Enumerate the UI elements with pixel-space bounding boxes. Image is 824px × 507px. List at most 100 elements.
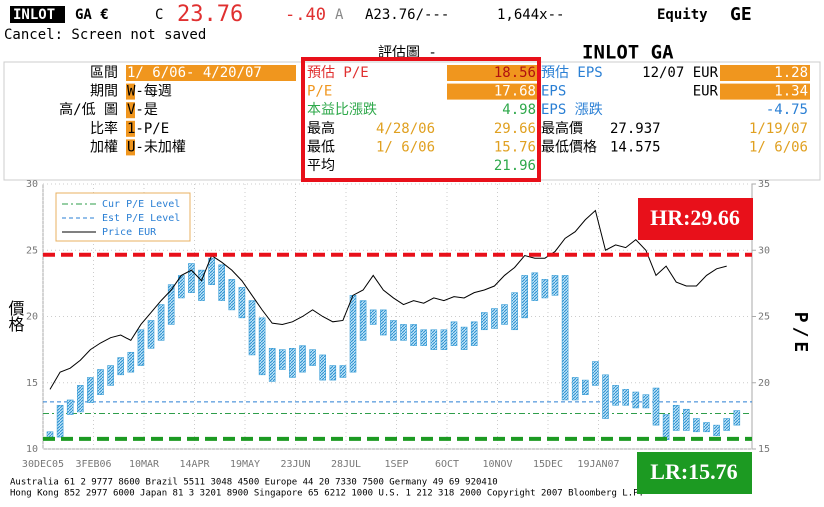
x-tick-label: 28JUL: [331, 459, 361, 470]
eps-label: 預估 EPS: [541, 65, 603, 81]
value-box: [447, 65, 537, 81]
range-bar: [470, 321, 478, 346]
setting-key: [126, 120, 135, 137]
range-bar: [117, 357, 124, 376]
pe-value: 21.96: [494, 158, 536, 174]
range-bar: [319, 354, 327, 381]
market: Equity: [657, 7, 708, 23]
exchange: GA €: [75, 7, 109, 23]
eps-date: 1/ 6/06: [749, 139, 808, 155]
range-bar: [400, 324, 407, 341]
range-bar: [167, 284, 175, 325]
range-bar: [107, 365, 114, 386]
range-bar: [147, 320, 155, 349]
x-tick-label: 1SEP: [384, 459, 408, 470]
y2-tick-label: 15: [758, 444, 770, 455]
range-bar: [77, 385, 84, 413]
range-bar: [541, 279, 549, 299]
setting-value: U-未加權: [127, 139, 186, 155]
range-bar: [379, 309, 387, 336]
setting-value: 1/ 6/06- 4/20/07: [127, 65, 262, 81]
status: Cancel: Screen not saved: [4, 27, 206, 43]
annotation-box: [637, 452, 752, 494]
value-box: [447, 83, 537, 100]
setting-key: [126, 83, 135, 100]
panel: [3, 61, 821, 181]
range-bar: [531, 272, 539, 301]
x-tick-label: 15DEC: [533, 459, 563, 470]
setting-label: 期間: [90, 84, 118, 100]
footer-line: Hong Kong 852 2977 6000 Japan 81 3 3201 …: [10, 489, 644, 499]
range-bar: [693, 418, 700, 433]
bid-ask: A23.76/---: [365, 7, 449, 23]
footer-line: Australia 61 2 9777 8600 Brazil 5511 304…: [10, 478, 498, 488]
setting-value: W-每週: [127, 84, 172, 100]
pe-label: 最高: [307, 120, 335, 137]
pe-value: 18.56: [494, 65, 536, 81]
value-box: [720, 83, 810, 100]
range-bar: [369, 309, 377, 325]
pe-label: 最低: [307, 139, 335, 155]
range-bar: [289, 347, 296, 378]
range-bar: [299, 345, 306, 373]
pe-value: 4.98: [502, 102, 536, 118]
c-flag: C: [155, 7, 163, 23]
range-bar: [127, 351, 135, 373]
range-bar: [66, 399, 74, 415]
eps-date: 1/19/07: [749, 121, 808, 137]
y-tick-label: 20: [26, 312, 38, 323]
a-flag: A: [335, 7, 344, 23]
eps-label: EPS 漲跌: [541, 102, 603, 118]
x-tick-label: 19MAY: [230, 459, 260, 470]
setting-label: 比率: [90, 120, 118, 137]
range-bar: [218, 264, 225, 301]
y-tick-label: 30: [26, 179, 38, 190]
y2-axis-label: P/E: [790, 312, 811, 357]
eps-period: EUR: [693, 84, 719, 100]
price: 23.76: [177, 2, 243, 27]
range-bar: [359, 300, 367, 341]
range-bar: [652, 387, 660, 426]
range-bar: [622, 389, 630, 406]
range-bar: [511, 292, 518, 331]
range-bar: [188, 263, 195, 293]
range-bar: [97, 369, 104, 395]
range-bar: [56, 404, 64, 438]
function: GE: [730, 4, 752, 25]
range-bar: [198, 269, 205, 301]
y-tick-label: 10: [26, 444, 38, 455]
range-bar: [258, 317, 266, 376]
eps-value: 27.937: [610, 121, 661, 137]
setting-key: [126, 102, 135, 119]
pe-date: 1/ 6/06: [376, 139, 435, 155]
setting-key: [126, 65, 296, 81]
x-tick-label: 19JAN07: [577, 459, 619, 470]
x-tick-label: 3FEB06: [75, 459, 111, 470]
eps-label: 最低價格: [541, 138, 597, 155]
setting-label: 區間: [90, 65, 118, 81]
change: -.40: [285, 5, 326, 25]
range-bar: [561, 275, 569, 401]
annotation-label: LR:15.76: [650, 459, 737, 484]
eps-label: EPS: [541, 84, 566, 100]
y2-tick-label: 30: [758, 245, 770, 256]
range-bar: [87, 377, 94, 403]
x-tick-label: 23JUN: [280, 459, 310, 470]
range-bar: [551, 275, 559, 296]
range-bar: [571, 377, 579, 401]
range-bar: [642, 394, 650, 409]
range-bar: [612, 385, 619, 406]
range-bar: [501, 304, 508, 325]
footer: Australia 61 2 9777 8600 Brazil 5511 304…: [10, 478, 644, 499]
range-bar: [410, 324, 417, 346]
pe-label: 平均: [307, 158, 335, 174]
range-bar: [339, 365, 347, 378]
y-tick-label: 25: [26, 245, 38, 256]
range-bar: [632, 391, 640, 409]
eps-value: 1.34: [774, 84, 808, 100]
legend-label: Price EUR: [102, 227, 157, 238]
range-bar: [733, 410, 741, 426]
range-bar: [157, 304, 165, 341]
